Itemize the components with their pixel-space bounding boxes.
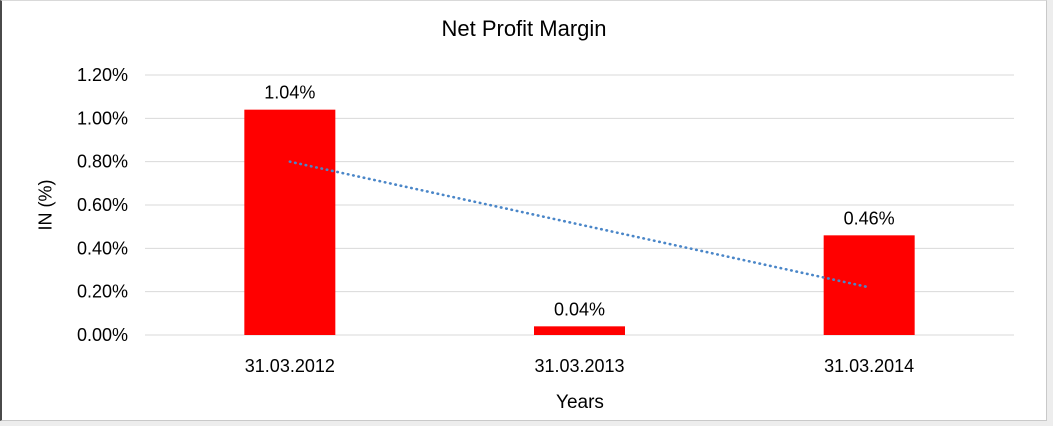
bar-value-label: 0.46% bbox=[844, 208, 895, 228]
chart-title: Net Profit Margin bbox=[441, 16, 607, 41]
bar bbox=[823, 235, 915, 335]
x-tick-label: 31.03.2012 bbox=[245, 356, 335, 376]
y-tick-label: 0.00% bbox=[77, 325, 128, 345]
bar bbox=[534, 326, 625, 335]
y-tick-label: 1.20% bbox=[77, 65, 128, 85]
y-tick-label: 0.40% bbox=[77, 238, 128, 258]
bar-value-label: 1.04% bbox=[264, 83, 315, 103]
x-tick-label: 31.03.2014 bbox=[824, 356, 914, 376]
bar bbox=[244, 109, 336, 336]
trendline bbox=[288, 160, 871, 289]
y-tick-label: 1.00% bbox=[77, 108, 128, 128]
y-tick-label: 0.80% bbox=[77, 152, 128, 172]
x-axis-title: Years bbox=[556, 392, 604, 413]
y-tick-label: 0.20% bbox=[77, 282, 128, 302]
bar-value-label: 0.04% bbox=[554, 299, 605, 319]
y-tick-label: 0.60% bbox=[77, 195, 128, 215]
plot-area: 0.00% 0.20% 0.40% 0.60% 0.80% 1.00% 1.20% 1.04%… bbox=[77, 65, 1014, 376]
x-tick-label: 31.03.2013 bbox=[534, 356, 624, 376]
